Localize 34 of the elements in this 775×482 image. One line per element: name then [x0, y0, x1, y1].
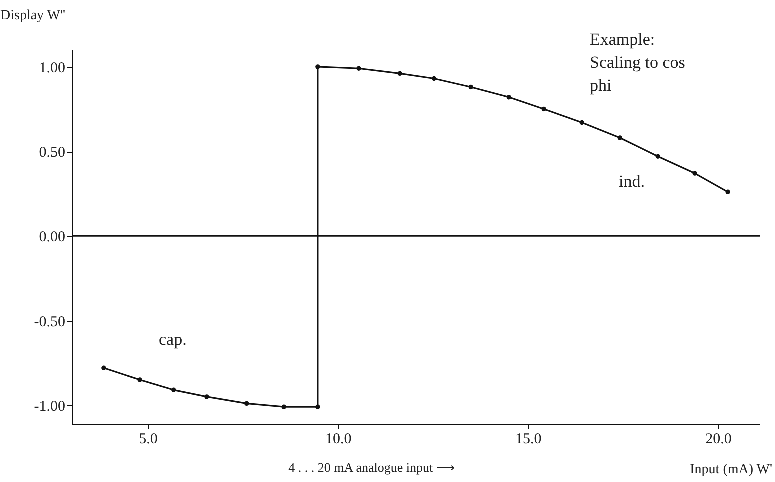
y-tick-label: -0.50 [34, 314, 66, 330]
y-tick-label: 0.00 [39, 230, 66, 246]
point [542, 106, 546, 112]
point [244, 401, 250, 406]
point [692, 171, 698, 176]
annotation: cap. [159, 330, 187, 349]
point [138, 378, 142, 382]
point [432, 76, 437, 82]
x-tick-label: 15.0 [516, 432, 542, 448]
point [506, 95, 512, 100]
point [398, 71, 402, 76]
y-axis-title: Display W'' [0, 8, 66, 24]
point [316, 404, 320, 410]
point [726, 190, 730, 194]
point [316, 64, 320, 70]
point [172, 388, 176, 392]
x-tick-label: 10.0 [325, 432, 352, 448]
point [204, 394, 210, 400]
point [282, 404, 286, 410]
point [618, 136, 622, 140]
text: 4 . . . 20 mA analogue input ⟶ [288, 460, 456, 475]
point [656, 154, 660, 159]
point [356, 66, 362, 71]
point [468, 84, 474, 90]
y-tick-label: 1.00 [39, 60, 66, 76]
y-tick-label: 0.50 [39, 145, 66, 162]
x-tick-label: 20.0 [706, 432, 732, 448]
y-tick-label: -1.00 [34, 398, 66, 415]
x-tick-label: 5.0 [139, 432, 158, 448]
point [580, 120, 584, 126]
x-axis-title: Input (mA) W' [690, 462, 772, 478]
annotation: Example: Scaling to cos phi [590, 30, 686, 95]
annotation: ind. [619, 172, 645, 191]
point [102, 366, 106, 370]
